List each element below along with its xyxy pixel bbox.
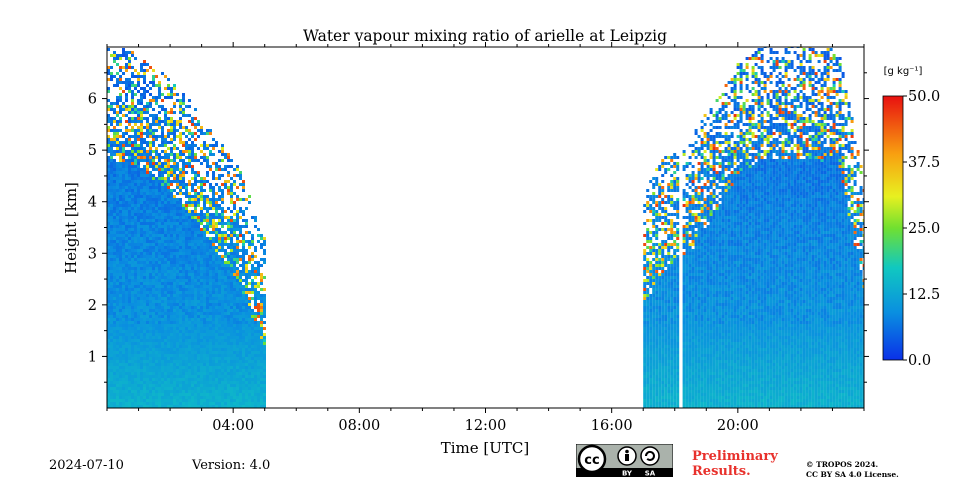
x-tick-label-3: 12:00 <box>465 418 507 434</box>
x-tick-label-4: 16:00 <box>591 418 633 434</box>
colorbar-tick-label-3: 25.0 <box>908 221 940 237</box>
copyright-line1: © TROPOS 2024. <box>806 460 879 469</box>
cc-license-badge: cc BY SA <box>576 444 673 477</box>
copyright-notice: © TROPOS 2024. CC BY SA 4.0 License. <box>806 460 899 480</box>
y-tick-label-4: 4 <box>88 195 97 211</box>
y-tick-label-5: 5 <box>88 143 97 159</box>
cc-sa-label: SA <box>645 470 656 478</box>
data-segment-3 <box>682 47 864 408</box>
x-axis: 04:00 08:00 12:00 16:00 20:00 <box>106 42 865 434</box>
colorbar <box>882 95 904 361</box>
cc-icon <box>577 444 607 474</box>
preliminary-line1: Preliminary <box>692 449 778 464</box>
preliminary-line2: Results. <box>692 464 751 479</box>
y-tick-label-6: 6 <box>88 92 97 108</box>
colorbar-ticks: 0.0 12.5 25.0 37.5 50.0 <box>903 89 940 369</box>
sa-icon <box>640 446 660 466</box>
y-tick-label-2: 2 <box>88 298 97 314</box>
y-axis-label: Height [km] <box>62 182 80 274</box>
date-label: 2024-07-10 <box>49 458 124 473</box>
y-tick-label-1: 1 <box>88 349 97 365</box>
x-axis-label: Time [UTC] <box>441 439 530 457</box>
colorbar-tick-label-4: 37.5 <box>908 155 940 171</box>
copyright-line2: CC BY SA 4.0 License. <box>806 470 899 479</box>
cc-mark: cc <box>584 453 599 468</box>
version-label: Version: 4.0 <box>192 458 271 473</box>
x-tick-label-2: 08:00 <box>338 418 380 434</box>
data-segment-1 <box>107 48 266 408</box>
y-tick-label-3: 3 <box>88 246 97 262</box>
chart-title: Water vapour mixing ratio of arielle at … <box>303 27 667 45</box>
colorbar-unit-label: [g kg⁻¹] <box>884 66 923 77</box>
y-axis: 1 2 3 4 5 6 <box>88 72 869 383</box>
x-tick-label-5: 20:00 <box>717 418 759 434</box>
colorbar-tick-label-5: 50.0 <box>908 89 940 105</box>
x-tick-label-1: 04:00 <box>212 418 254 434</box>
plot-area <box>107 47 864 408</box>
colorbar-tick-label-2: 12.5 <box>908 287 940 303</box>
cc-by-label: BY <box>622 470 633 478</box>
colorbar-tick-label-1: 0.0 <box>908 353 931 369</box>
data-segment-2 <box>643 153 680 408</box>
preliminary-notice: Preliminary Results. <box>692 449 778 479</box>
